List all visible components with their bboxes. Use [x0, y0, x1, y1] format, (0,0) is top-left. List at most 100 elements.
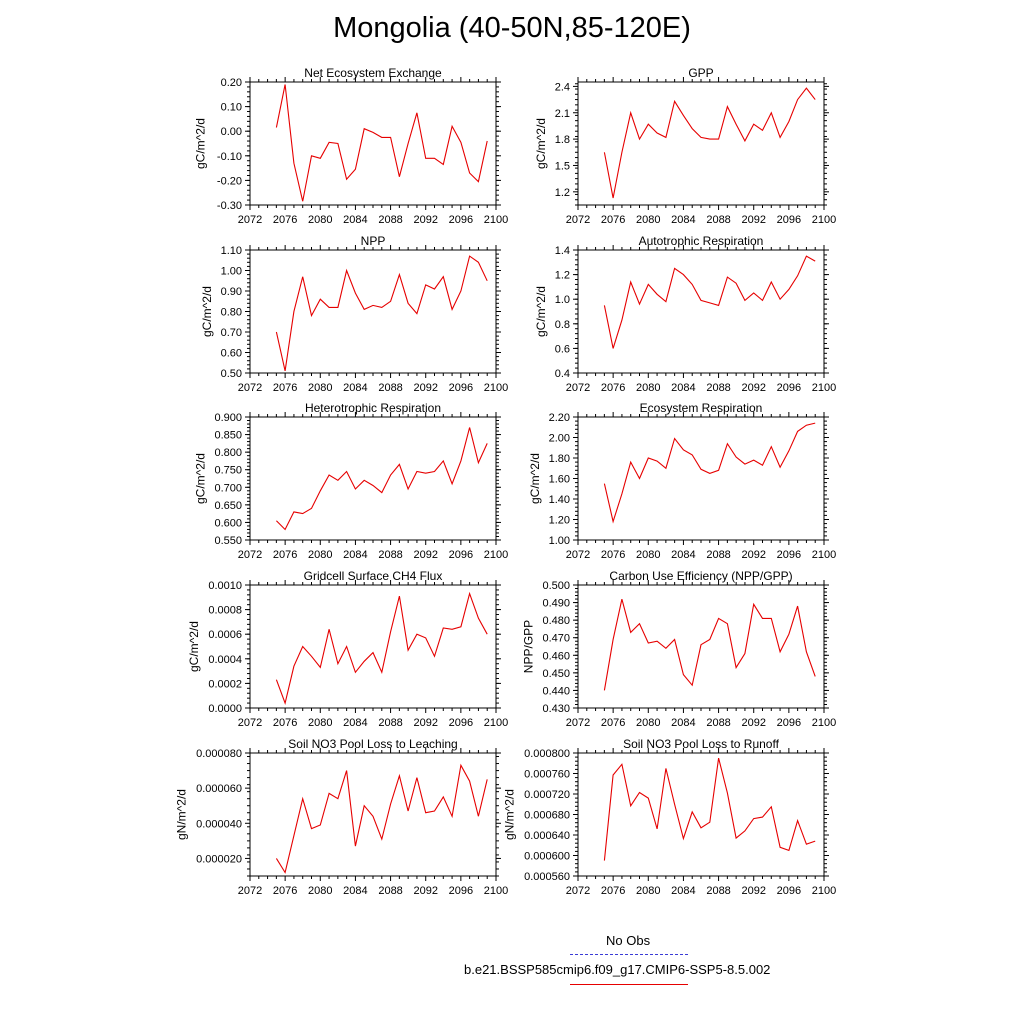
chart-4: Autotrophic Respiration 2072 2076 2080 2084 2… — [534, 234, 836, 394]
x-tick-label: 2072 — [566, 214, 590, 226]
y-tick-label: 0.0000 — [208, 703, 242, 715]
y-axis-label: gC/m^2/d — [194, 453, 208, 504]
legend-model-line — [570, 984, 688, 985]
y-tick-label: 0.000760 — [524, 769, 570, 781]
series-line — [603, 422, 816, 524]
y-tick-label: 1.40 — [549, 494, 570, 506]
x-tick-label: 2100 — [484, 549, 508, 561]
x-tick-label: 2092 — [413, 885, 437, 897]
x-tick-label: 2084 — [671, 214, 695, 226]
x-tick-label: 2076 — [273, 214, 297, 226]
x-tick-label: 2096 — [777, 885, 801, 897]
y-tick-label: -0.20 — [217, 175, 242, 187]
y-tick-label: 0.000720 — [524, 789, 570, 801]
y-axis-label: gN/m^2/d — [503, 789, 517, 840]
x-tick-label: 2084 — [671, 885, 695, 897]
y-tick-label: 2.20 — [549, 412, 570, 424]
x-tick-label: 2100 — [812, 549, 836, 561]
x-tick-label: 2100 — [812, 717, 836, 729]
x-tick-label: 2096 — [449, 549, 473, 561]
y-tick-label: 0.0002 — [208, 678, 242, 690]
y-tick-label: 2.4 — [555, 81, 570, 93]
x-tick-label: 2088 — [378, 549, 402, 561]
y-tick-label: 0.8 — [555, 319, 570, 331]
y-tick-label: 0.20 — [221, 77, 242, 89]
x-tick-label: 2096 — [449, 885, 473, 897]
legend-model-label: b.e21.BSSP585cmip6.f09_g17.CMIP6-SSP5-8.… — [464, 962, 771, 977]
y-tick-label: 0.430 — [542, 703, 570, 715]
y-tick-label: 0.650 — [214, 500, 242, 512]
legend-obs-label: No Obs — [606, 933, 651, 948]
y-tick-label: 1.60 — [549, 474, 570, 486]
x-tick-label: 2076 — [601, 885, 625, 897]
chart-8: Carbon Use Efficiency (NPP/GPP) 2072 2076 2… — [522, 569, 837, 729]
y-tick-label: 0.850 — [214, 430, 242, 442]
x-tick-label: 2084 — [671, 549, 695, 561]
chart-title: NPP — [361, 234, 386, 248]
x-tick-label: 2080 — [308, 885, 332, 897]
y-tick-label: 1.0 — [555, 294, 570, 306]
series-line — [275, 763, 488, 874]
x-tick-label: 2100 — [484, 382, 508, 394]
y-tick-label: 0.000800 — [524, 748, 570, 760]
plot-frame — [577, 752, 825, 877]
chart-2: GPP 2072 2076 2080 2084 2088 2092 2096 2100 1.2 1.… — [534, 66, 836, 226]
plot-frame — [249, 752, 497, 877]
chart-7: Gridcell Surface CH4 Flux 2072 2076 2080 208… — [187, 569, 508, 729]
y-tick-label: -0.30 — [217, 200, 242, 212]
chart-9: Soil NO3 Pool Loss to Leaching 2072 2076 20… — [175, 737, 509, 897]
y-tick-label: 0.000560 — [524, 871, 570, 883]
x-tick-label: 2080 — [636, 382, 660, 394]
plot-frame — [577, 249, 825, 374]
x-tick-label: 2076 — [273, 382, 297, 394]
series-line — [275, 84, 488, 202]
y-tick-label: 0.470 — [542, 633, 570, 645]
y-tick-label: 0.6 — [555, 343, 570, 355]
page-title: Mongolia (40-50N,85-120E) — [333, 12, 691, 44]
x-tick-label: 2072 — [566, 885, 590, 897]
chart-title: Soil NO3 Pool Loss to Runoff — [623, 737, 780, 751]
series-line — [276, 427, 488, 531]
y-tick-label: 0.460 — [542, 650, 570, 662]
y-tick-label: 0.70 — [221, 327, 242, 339]
y-tick-label: 1.20 — [549, 515, 570, 527]
chart-3: NPP 2072 2076 2080 2084 2088 2092 2096 2100 0.50 0… — [200, 234, 508, 394]
x-tick-label: 2072 — [566, 382, 590, 394]
x-tick-label: 2084 — [671, 717, 695, 729]
y-tick-label: 0.000600 — [524, 851, 570, 863]
x-tick-label: 2088 — [706, 214, 730, 226]
y-tick-label: 0.4 — [555, 368, 570, 380]
chart-title: Ecosystem Respiration — [640, 401, 763, 415]
x-tick-label: 2084 — [343, 214, 367, 226]
x-tick-label: 2084 — [343, 717, 367, 729]
y-tick-label: 2.1 — [555, 108, 570, 120]
x-tick-label: 2088 — [378, 382, 402, 394]
x-tick-label: 2084 — [343, 549, 367, 561]
y-axis-label: gC/m^2/d — [194, 118, 208, 169]
series-line — [603, 87, 816, 199]
chart-title: GPP — [688, 66, 713, 80]
plot-frame — [249, 249, 497, 374]
x-tick-label: 2092 — [413, 382, 437, 394]
x-tick-label: 2096 — [449, 382, 473, 394]
chart-10: Soil NO3 Pool Loss to Runoff 2072 2076 2080… — [503, 737, 837, 897]
y-tick-label: 0.0010 — [208, 580, 242, 592]
y-tick-label: 0.000080 — [196, 748, 242, 760]
y-tick-label: 0.550 — [214, 535, 242, 547]
y-tick-label: 1.00 — [221, 266, 242, 278]
y-tick-label: 0.480 — [542, 615, 570, 627]
x-tick-label: 2088 — [706, 717, 730, 729]
y-tick-label: 0.900 — [214, 412, 242, 424]
chart-6: Ecosystem Respiration 2072 2076 2080 2084 208… — [528, 401, 836, 561]
x-tick-label: 2096 — [777, 549, 801, 561]
chart-5: Heterotrophic Respiration 2072 2076 2080 208… — [194, 401, 509, 561]
x-tick-label: 2092 — [741, 717, 765, 729]
y-axis-label: gC/m^2/d — [534, 118, 548, 169]
x-tick-label: 2080 — [636, 717, 660, 729]
x-tick-label: 2080 — [636, 549, 660, 561]
y-tick-label: 1.2 — [555, 187, 570, 199]
x-tick-label: 2076 — [601, 717, 625, 729]
y-tick-label: 0.60 — [221, 348, 242, 360]
x-tick-label: 2100 — [484, 717, 508, 729]
